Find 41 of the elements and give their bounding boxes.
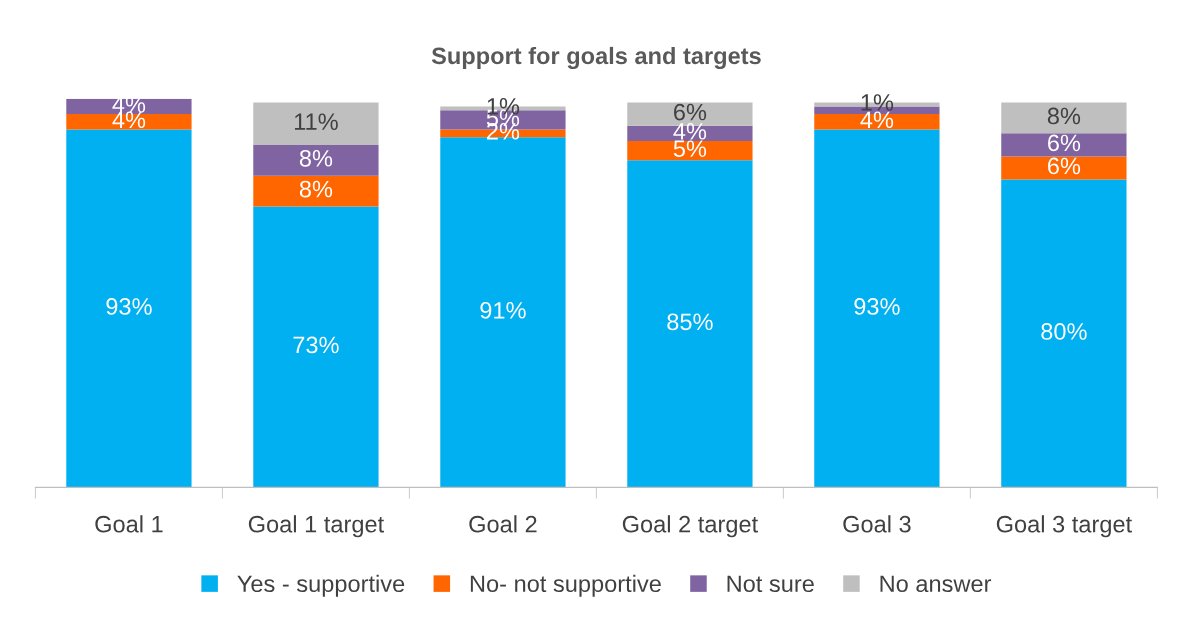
x-tick-label: Goal 1 <box>95 515 163 533</box>
data-label: 73% <box>293 336 339 354</box>
x-tick-label: Goal 2 target <box>622 515 758 538</box>
legend-label: Not sure <box>727 575 814 593</box>
data-label: 1% <box>861 94 894 111</box>
bar <box>253 102 379 145</box>
bar <box>253 175 379 207</box>
data-label: 8% <box>299 180 333 198</box>
x-tick-label: Goal 1 target <box>248 515 384 538</box>
data-label: 93% <box>854 298 900 315</box>
x-tick-label: Goal 2 <box>469 515 537 533</box>
data-label: 91% <box>480 301 526 319</box>
data-label: 4% <box>860 111 894 129</box>
bar <box>253 144 379 176</box>
legend-label: No answer <box>880 575 992 593</box>
x-tick-label: Goal 3 <box>843 515 911 533</box>
bar <box>66 129 192 488</box>
data-label: 80% <box>1041 323 1087 340</box>
data-label: 93% <box>106 298 152 315</box>
bar <box>1001 156 1127 180</box>
data-label: 5% <box>673 140 707 158</box>
data-label: 11% <box>294 113 338 130</box>
bar <box>1001 102 1127 134</box>
data-label: 85% <box>667 313 713 331</box>
bar <box>627 141 753 161</box>
bar <box>1001 179 1127 488</box>
bar <box>814 129 940 488</box>
data-label: 6% <box>674 103 707 121</box>
legend-label: Yes - supportive <box>237 574 405 597</box>
bar <box>1001 133 1127 157</box>
bar <box>253 206 379 488</box>
legend-label: No- not supportive <box>470 574 661 597</box>
data-label: 4% <box>673 123 707 140</box>
x-tick-label: Goal 3 target <box>996 515 1132 538</box>
data-label: 8% <box>1047 107 1081 125</box>
data-label: 6% <box>1048 157 1081 175</box>
data-label: 6% <box>1048 134 1081 152</box>
data-label: 8% <box>299 149 333 167</box>
bar <box>627 160 753 488</box>
data-label: 4% <box>112 111 146 129</box>
chart-title: Support for goals and targets <box>431 46 761 69</box>
